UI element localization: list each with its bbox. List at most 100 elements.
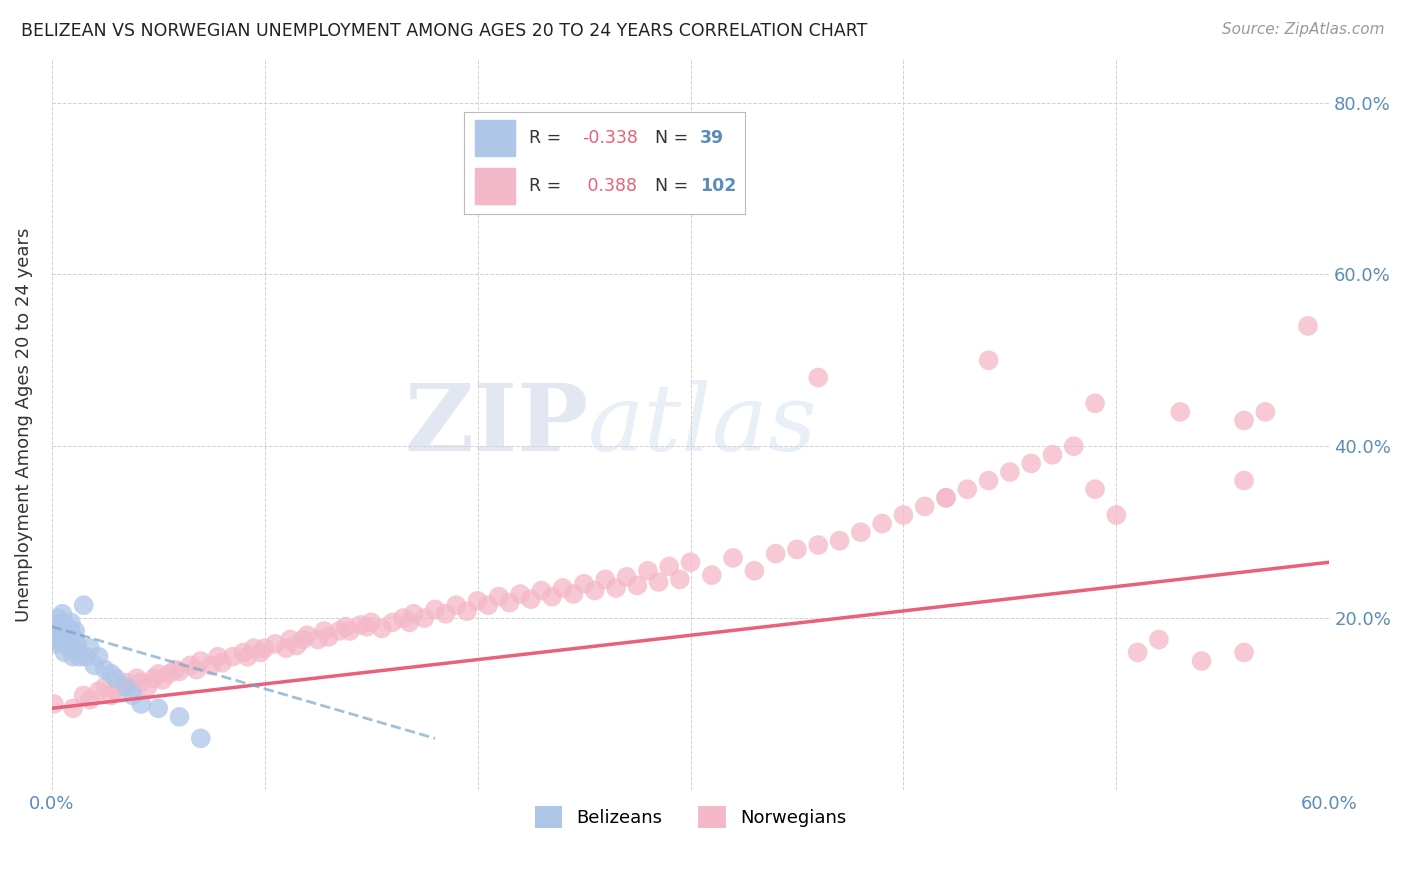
Text: atlas: atlas <box>588 380 818 470</box>
Point <box>977 353 1000 368</box>
Point <box>51 607 73 621</box>
Point <box>616 570 638 584</box>
Point <box>398 615 420 630</box>
Point <box>62 701 84 715</box>
Point <box>129 697 152 711</box>
Point <box>765 547 787 561</box>
Point <box>349 618 371 632</box>
Point <box>142 671 165 685</box>
Point <box>914 500 936 514</box>
Point <box>55 628 77 642</box>
Point <box>66 645 89 659</box>
Point <box>1105 508 1128 522</box>
Point <box>42 624 65 638</box>
Point <box>807 538 830 552</box>
Text: ZIP: ZIP <box>404 380 588 470</box>
Point <box>55 620 77 634</box>
Text: -0.338: -0.338 <box>582 128 638 146</box>
Point <box>1191 654 1213 668</box>
Point <box>807 370 830 384</box>
Point <box>73 689 96 703</box>
Point <box>402 607 425 621</box>
Point <box>274 641 297 656</box>
Point <box>152 673 174 687</box>
Point <box>157 667 180 681</box>
Point <box>79 641 101 656</box>
Point <box>104 671 127 685</box>
Point <box>356 620 378 634</box>
Point <box>179 658 201 673</box>
Point <box>46 611 69 625</box>
Point <box>292 632 315 647</box>
Point <box>45 628 67 642</box>
Point <box>935 491 957 505</box>
Point <box>249 645 271 659</box>
Point <box>520 592 543 607</box>
Point <box>243 641 266 656</box>
Point <box>360 615 382 630</box>
Point <box>297 628 319 642</box>
Point <box>165 663 187 677</box>
Point <box>314 624 336 638</box>
Point <box>828 533 851 548</box>
Point <box>121 681 143 696</box>
Point <box>381 615 404 630</box>
Point <box>253 641 276 656</box>
Point <box>371 621 394 635</box>
Point <box>73 598 96 612</box>
Point <box>63 632 86 647</box>
Point <box>67 649 90 664</box>
Point <box>83 658 105 673</box>
Point <box>75 649 97 664</box>
Point <box>104 684 127 698</box>
Point <box>658 559 681 574</box>
Point <box>59 624 82 638</box>
Point <box>339 624 361 638</box>
Point <box>278 632 301 647</box>
Point <box>605 581 627 595</box>
Point <box>51 615 73 630</box>
Point <box>744 564 766 578</box>
Point <box>335 620 357 634</box>
Point <box>1233 474 1256 488</box>
Point <box>100 689 122 703</box>
FancyBboxPatch shape <box>475 120 515 155</box>
Point <box>786 542 808 557</box>
Point <box>626 578 648 592</box>
Point <box>1019 457 1042 471</box>
Point <box>46 620 69 634</box>
Point <box>637 564 659 578</box>
Point <box>434 607 457 621</box>
Point <box>477 598 499 612</box>
Point <box>679 555 702 569</box>
Point <box>125 671 148 685</box>
Point <box>498 596 520 610</box>
Point <box>541 590 564 604</box>
Point <box>49 632 72 647</box>
Point <box>1233 413 1256 427</box>
Point <box>45 637 67 651</box>
Point <box>700 568 723 582</box>
Point <box>1147 632 1170 647</box>
Point <box>62 641 84 656</box>
Point <box>148 701 170 715</box>
Point <box>236 649 259 664</box>
Point <box>87 684 110 698</box>
Point <box>893 508 915 522</box>
Point <box>1084 482 1107 496</box>
Text: 102: 102 <box>700 177 737 194</box>
Point <box>200 658 222 673</box>
Point <box>108 680 131 694</box>
Point <box>307 632 329 647</box>
Point <box>190 654 212 668</box>
Point <box>647 574 669 589</box>
Text: R =: R = <box>529 128 561 146</box>
Point <box>956 482 979 496</box>
Text: BELIZEAN VS NORWEGIAN UNEMPLOYMENT AMONG AGES 20 TO 24 YEARS CORRELATION CHART: BELIZEAN VS NORWEGIAN UNEMPLOYMENT AMONG… <box>21 22 868 40</box>
Point <box>423 602 446 616</box>
Point <box>1296 318 1319 333</box>
Point <box>1063 439 1085 453</box>
Point <box>129 675 152 690</box>
Point <box>318 630 340 644</box>
Point <box>136 680 159 694</box>
